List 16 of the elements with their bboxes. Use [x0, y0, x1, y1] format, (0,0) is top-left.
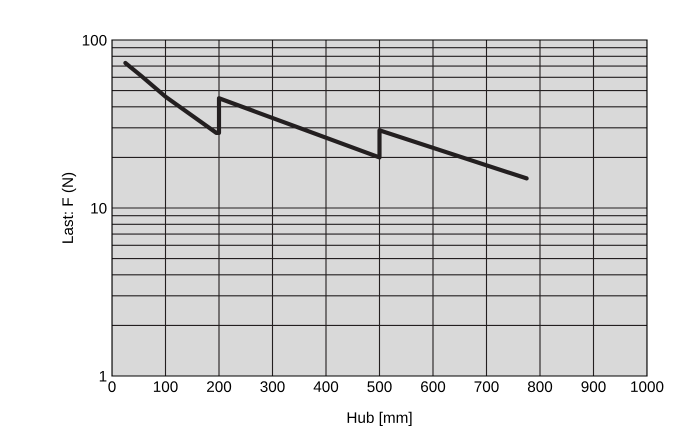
x-tick-label: 1000 — [631, 381, 664, 392]
x-tick-label: 100 — [154, 381, 178, 392]
y-tick-label: 1 — [100, 371, 106, 382]
x-tick-label: 600 — [421, 381, 446, 392]
x-tick-label: 700 — [474, 381, 499, 392]
x-axis-title: Hub [mm] — [348, 412, 412, 426]
x-tick-label: 200 — [207, 381, 232, 392]
x-tick-label: 500 — [367, 381, 392, 392]
x-tick-label: 400 — [314, 381, 338, 392]
x-tick-label: 300 — [260, 381, 285, 392]
y-axis-title: Last: F (N) — [62, 172, 76, 243]
y-tick-label: 10 — [91, 202, 107, 214]
y-tick-label: 100 — [82, 34, 107, 46]
x-tick-label: 0 — [108, 381, 116, 392]
x-tick-label: 800 — [528, 381, 552, 392]
x-tick-label: 900 — [581, 381, 606, 392]
